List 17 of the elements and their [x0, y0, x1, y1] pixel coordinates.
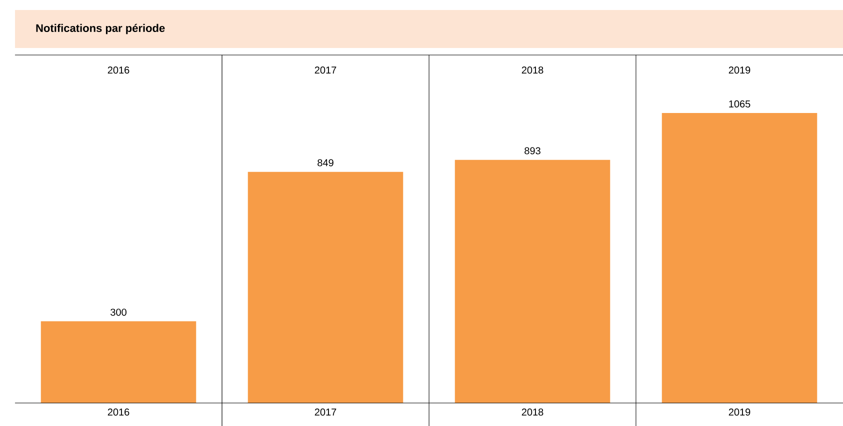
- chart-title: Notifications par période: [36, 24, 165, 34]
- data-label: 893: [524, 147, 540, 154]
- data-label: 300: [110, 308, 126, 316]
- x-tick-label: 2018: [522, 408, 544, 416]
- data-label: 849: [318, 159, 334, 166]
- bar: [454, 160, 610, 403]
- x-tick-label: 2019: [728, 408, 750, 416]
- bar: [662, 113, 818, 403]
- category-label: 2018: [522, 66, 544, 74]
- category-label: 2016: [108, 66, 130, 74]
- x-tick-label: 2016: [108, 408, 130, 416]
- data-label: 1065: [729, 100, 750, 108]
- category-label: 2017: [314, 66, 336, 74]
- bar: [40, 321, 196, 403]
- x-tick-label: 2017: [314, 408, 336, 416]
- category-label: 2019: [728, 66, 750, 74]
- bar: [248, 172, 404, 403]
